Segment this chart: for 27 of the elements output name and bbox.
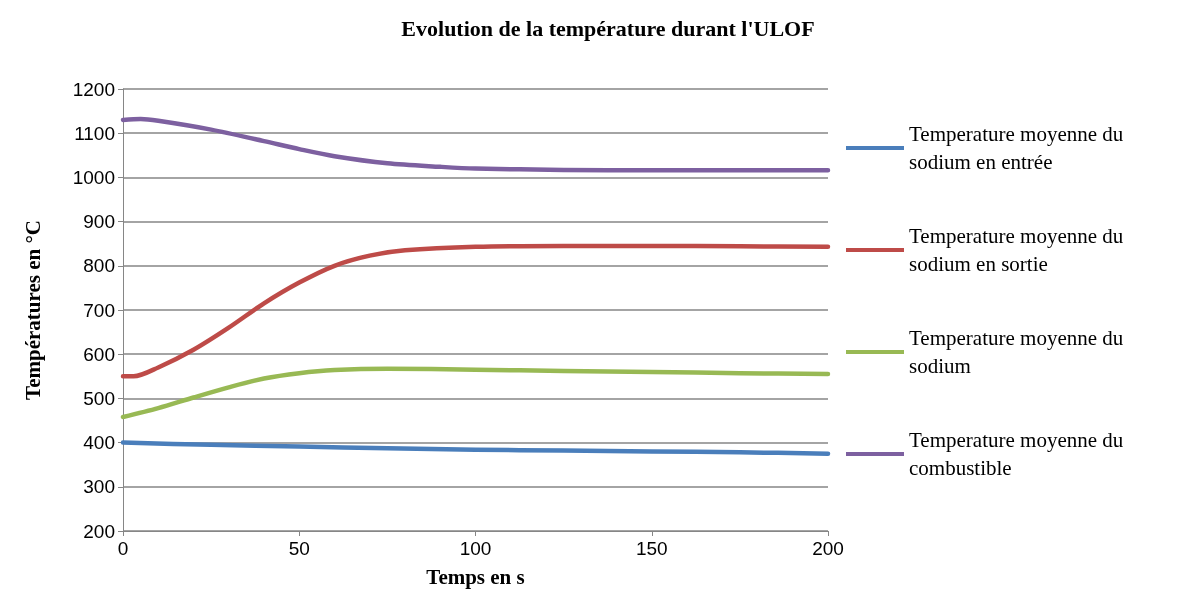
y-tick-label: 1000: [72, 166, 115, 188]
line-series: [120, 116, 831, 173]
y-tick-label: 300: [83, 476, 115, 498]
y-tick-label: 800: [83, 255, 115, 277]
y-tick-label: 400: [83, 432, 115, 454]
legend-label: Temperature moyenne du sodium en sortie: [909, 224, 1129, 276]
x-axis-title: Temps en s: [426, 564, 525, 589]
legend-label: Temperature moyenne du sodium en entrée: [909, 122, 1129, 174]
x-tick-label: 100: [459, 538, 492, 559]
line-series: [120, 366, 831, 420]
y-tick-label: 700: [83, 299, 115, 321]
y-tick-label: 500: [83, 387, 115, 409]
line-series: [120, 243, 831, 379]
x-tick-label: 50: [288, 538, 310, 559]
y-tick-label: 200: [83, 520, 115, 542]
legend-label: Temperature moyenne du combustible: [909, 428, 1129, 480]
legend-label: Temperature moyenne du sodium: [909, 326, 1129, 378]
y-axis-title: Températures en °C: [20, 220, 45, 400]
y-tick-label: 900: [83, 211, 115, 233]
line-series: [120, 440, 831, 456]
x-tick-label: 0: [117, 538, 129, 559]
x-tick-label: 200: [812, 538, 844, 559]
x-tick-label: 150: [635, 538, 668, 559]
y-tick-label: 1100: [74, 122, 115, 144]
y-tick-label: 1200: [72, 78, 115, 100]
y-tick-label: 600: [83, 343, 115, 365]
chart-title: Evolution de la température durant l'ULOF: [401, 15, 815, 41]
